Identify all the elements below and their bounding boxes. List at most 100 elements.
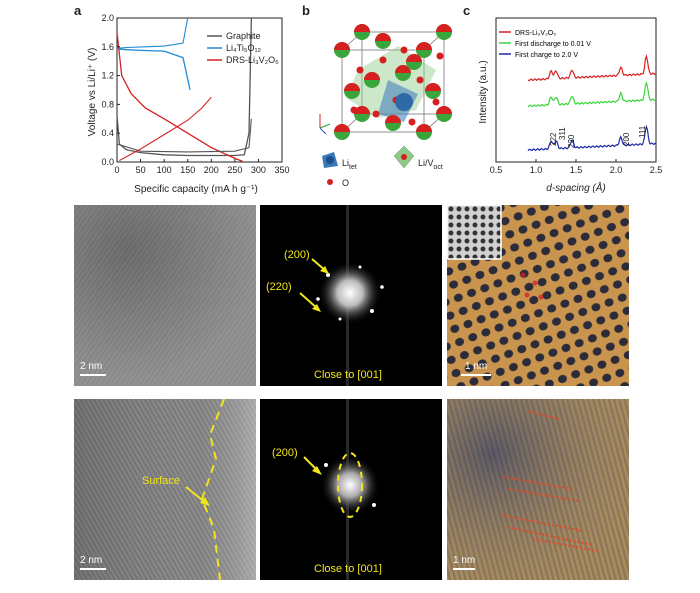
li-v-atom-half-8: [375, 33, 391, 41]
series-line-1: [116, 42, 191, 91]
li-v-atom-half-12: [395, 65, 411, 73]
legend-li-v-oct: Li/Voct: [418, 158, 443, 171]
xtick-label-350: 350: [274, 165, 289, 175]
zone-axis-e: Close to [001]: [314, 369, 382, 381]
surface-label: Surface: [142, 475, 180, 487]
oxygen-atom-2: [356, 66, 364, 74]
scale-label-g: 2 nm: [80, 555, 103, 566]
li-v-atom-half-4: [334, 124, 350, 132]
li-v-atom-half-3: [436, 24, 452, 32]
panel-a-legend: Graphite Li₄Ti₅O₁₂ DRS-Li₃V₂O₅: [207, 31, 279, 65]
surface-arrow: [200, 497, 210, 506]
legend-label-lto: Li₄Ti₅O₁₂: [226, 43, 262, 53]
panel-letter-c: c: [463, 3, 471, 18]
xrd-series-2: [527, 124, 657, 152]
panel-b-legend: Litet Li/Voct O: [322, 145, 443, 188]
panel-i-hrtem-image: 1 nm: [447, 399, 629, 580]
oxygen-atom-icon: [327, 179, 333, 185]
li-v-atom-half-0: [334, 42, 350, 50]
li-v-atom-half-5: [416, 124, 432, 132]
legend-label-drs: DRS-Li₃V₂O₅: [226, 55, 279, 65]
legend-o: O: [342, 178, 349, 188]
graphite-charge-line: [116, 118, 252, 153]
inset-simulation: [447, 205, 502, 260]
drs-charge-line: [119, 96, 212, 162]
panel-c-legend: DRS-Li₃V₂O₅ First discharge to 0.01 V Fi…: [499, 30, 591, 59]
oxygen-atom-1: [400, 46, 408, 54]
series-line-0: [116, 17, 253, 157]
li-v-atom-half-2: [354, 24, 370, 32]
ytick-label-0.8: 0.8: [101, 99, 114, 109]
panel-g-tem-image: Surface 2 nm: [74, 399, 256, 580]
xtick-label-0: 0: [114, 165, 119, 175]
xrd-series-1: [527, 80, 657, 108]
lto-charge-line: [116, 17, 189, 49]
xtick-label-300: 300: [251, 165, 266, 175]
panel-b-crystal-structure: Litet Li/Voct O: [319, 24, 452, 188]
c-xtick-label-1.0: 1.0: [530, 165, 543, 175]
ytick-label-1.2: 1.2: [101, 71, 114, 81]
ytick-label-0.4: 0.4: [101, 128, 114, 138]
ytick-label-2.0: 2.0: [101, 13, 114, 23]
panel-letter-b: b: [302, 3, 310, 18]
series-line-2: [116, 32, 243, 162]
panel-h-fft-image: (200) Close to [001]: [260, 399, 442, 580]
surface-boundary-line: [200, 399, 225, 580]
xtick-label-150: 150: [180, 165, 195, 175]
scale-label-f: 1 nm: [465, 361, 488, 372]
legend-label-charge: First charge to 2.0 V: [515, 52, 578, 59]
li-v-atom-half-6: [354, 106, 370, 114]
oxygen-atom-5: [372, 110, 380, 118]
panel-c-chart: 0.5 1.0 1.5 2.0 2.5 d-spacing (Å) Intensity …: [478, 17, 663, 194]
panel-d-tem-image: 2 nm: [74, 205, 256, 386]
peak-labels: 222 311 220 200 111: [549, 125, 647, 148]
scale-bar-i: [453, 568, 475, 570]
li-v-atom-half-14: [406, 54, 422, 62]
legend-label-drs-c: DRS-Li₃V₂O₅: [515, 30, 556, 37]
scale-label-i: 1 nm: [453, 555, 476, 566]
legend-label-graphite: Graphite: [226, 31, 261, 41]
ytick-label-1.6: 1.6: [101, 42, 114, 52]
panel-a-xlabel: Specific capacity (mA h g⁻¹): [134, 184, 258, 195]
peak-222: 222: [549, 132, 558, 146]
scale-bar-d: [80, 374, 106, 376]
oxygen-atom-8: [432, 98, 440, 106]
c-xtick-label-1.5: 1.5: [570, 165, 583, 175]
panel-a-chart: 0 50 100 150 200 250 300 350 0.0 0.4 0.8 1.2 1.6 2.0…: [87, 13, 290, 195]
peak-200: 200: [622, 132, 631, 146]
fft-label-200-h: (200): [272, 447, 298, 459]
fft-label-220-e: (220): [266, 281, 292, 293]
xtick-label-200: 200: [204, 165, 219, 175]
stacking-fault-markers: [500, 410, 598, 552]
panel-c-xlabel: d-spacing (Å): [546, 181, 605, 194]
tet-site-icon: [322, 152, 338, 168]
oxygen-atom-3: [416, 76, 424, 84]
oxygen-atom-9: [436, 52, 444, 60]
fft-arrows-e: [299, 258, 329, 312]
scale-bar-g: [80, 568, 106, 570]
xtick-label-100: 100: [157, 165, 172, 175]
li-v-atom-half-11: [385, 115, 401, 123]
oxygen-atom-0: [379, 56, 387, 64]
panel-c-ylabel: Intensity (a.u.): [478, 60, 489, 123]
oxygen-atom-7: [408, 118, 416, 126]
oct-site-icon: [393, 145, 415, 169]
legend-label-discharge: First discharge to 0.01 V: [515, 41, 591, 48]
panel-a-frame: [116, 17, 283, 163]
c-xtick-label-2.5: 2.5: [650, 165, 663, 175]
scale-label-d: 2 nm: [80, 361, 103, 372]
li-v-atom-half-7: [436, 106, 452, 114]
li-v-atom-half-1: [416, 42, 432, 50]
fft-streak-ellipse: [337, 452, 363, 518]
peak-311: 311: [558, 127, 567, 140]
panel-e-fft-image: (200) (220) Close to [001]: [260, 205, 442, 386]
xtick-label-50: 50: [136, 165, 146, 175]
axes-triad: [319, 114, 331, 135]
li-v-atom-half-10: [344, 83, 360, 91]
xrd-series-0: [527, 53, 657, 82]
legend-li-tet: Litet: [342, 158, 357, 171]
panel-letter-a: a: [74, 3, 82, 18]
ytick-label-0.0: 0.0: [101, 157, 114, 167]
li-v-atom-half-9: [425, 83, 441, 91]
oxygen-atom-6: [350, 106, 358, 114]
